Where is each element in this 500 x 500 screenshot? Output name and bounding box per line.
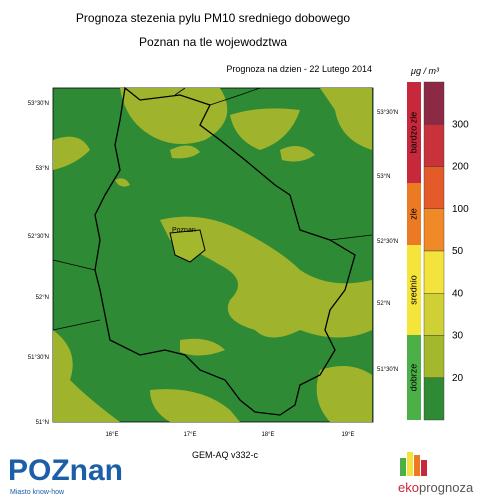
colorbar-level: 300 bbox=[452, 119, 469, 130]
colorbar-level: 100 bbox=[452, 204, 469, 215]
colorbar-step bbox=[423, 377, 445, 421]
colorbar-step bbox=[423, 250, 445, 294]
lat-label: 52°30'N bbox=[28, 234, 49, 240]
lon-label: 16°E bbox=[105, 432, 118, 438]
brand-suffix: prognoza bbox=[419, 480, 474, 495]
category-band bbox=[407, 335, 421, 420]
brand: ekoprognoza bbox=[398, 480, 474, 495]
logo-ekoprognoza: ekoprognoza bbox=[398, 452, 474, 495]
lat-label: 52°N bbox=[377, 301, 390, 307]
logo-poznan: POZnan Miasto know-how bbox=[8, 454, 123, 496]
lat-label: 51°30'N bbox=[28, 355, 49, 361]
category-band bbox=[407, 183, 421, 245]
colorbar-level: 40 bbox=[452, 288, 464, 299]
forecast-date: Prognoza na dzien - 22 Lutego 2014 bbox=[226, 64, 372, 74]
title: Prognoza stezenia pylu PM10 sredniego do… bbox=[76, 11, 351, 25]
category-band bbox=[407, 245, 421, 335]
lat-label: 53°30'N bbox=[377, 110, 398, 116]
logo-text: POZnan bbox=[8, 454, 123, 487]
category-band bbox=[407, 82, 421, 183]
colorbar-step bbox=[423, 81, 445, 125]
colorbar-level: 200 bbox=[452, 162, 469, 173]
category-label: dobrze bbox=[408, 364, 418, 392]
colorbar-step bbox=[423, 166, 445, 209]
lat-label: 51°30'N bbox=[377, 367, 398, 373]
map bbox=[52, 86, 374, 423]
colorbar-level: 20 bbox=[452, 373, 464, 384]
lat-label: 51°N bbox=[36, 420, 49, 426]
lat-label: 53°30'N bbox=[28, 101, 49, 107]
unit: μg / m³ bbox=[410, 66, 440, 76]
lat-label: 53°N bbox=[36, 166, 49, 172]
subtitle: Poznan na tle wojewodztwa bbox=[139, 35, 287, 49]
colorbar-step bbox=[423, 208, 445, 252]
city-label: Poznan bbox=[172, 227, 196, 234]
colorbar-step bbox=[423, 124, 445, 167]
colorbar-step bbox=[423, 335, 445, 378]
model-label: GEM-AQ v332-c bbox=[192, 450, 259, 460]
colorbar-step bbox=[423, 293, 445, 336]
category-label: srednio bbox=[408, 275, 418, 305]
lon-label: 17°E bbox=[183, 432, 196, 438]
colorbar-level: 50 bbox=[452, 246, 464, 257]
lat-label: 52°N bbox=[36, 295, 49, 301]
lat-label: 52°30'N bbox=[377, 239, 398, 245]
category-label: bardzo zle bbox=[408, 112, 418, 154]
tagline: Miasto know-how bbox=[10, 489, 65, 496]
lon-label: 19°E bbox=[341, 432, 354, 438]
colorbar-level: 30 bbox=[452, 331, 464, 342]
brand-prefix: eko bbox=[398, 480, 419, 495]
category-label: zle bbox=[408, 208, 418, 220]
lon-label: 18°E bbox=[261, 432, 274, 438]
lat-label: 53°N bbox=[377, 174, 390, 180]
